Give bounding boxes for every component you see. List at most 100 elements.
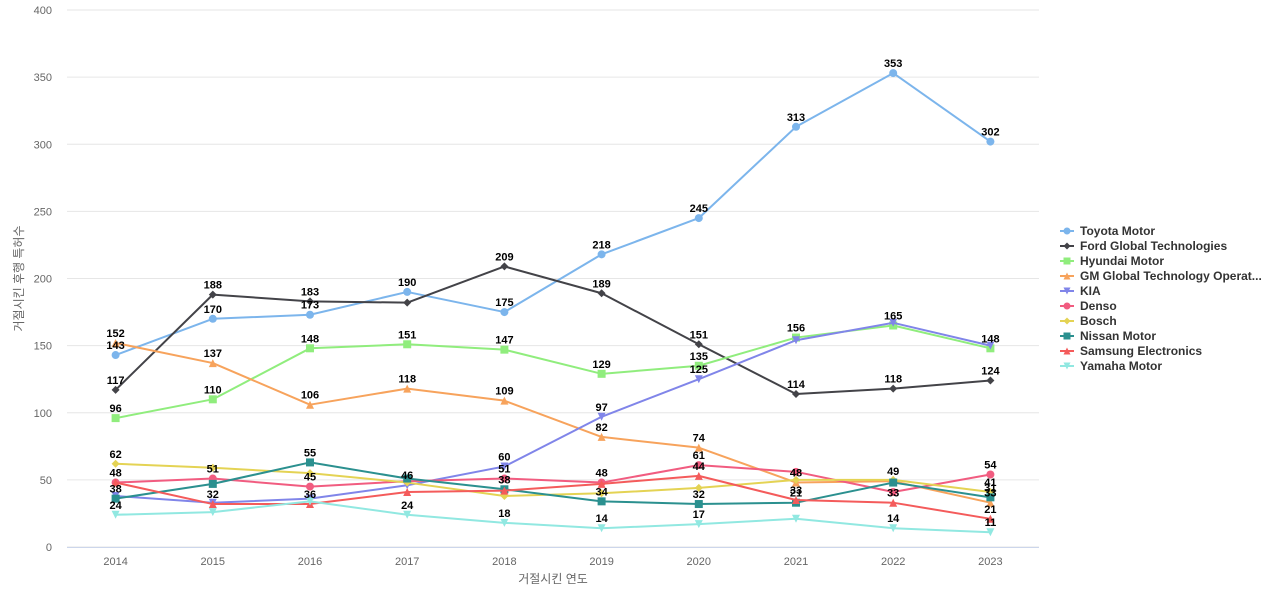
data-point[interactable] [306,482,314,491]
data-point[interactable] [500,308,509,317]
data-point[interactable] [694,443,703,452]
data-point[interactable] [500,462,509,471]
data-point[interactable] [403,474,412,483]
data-point[interactable] [986,137,995,146]
data-point[interactable] [208,395,217,404]
data-point[interactable] [694,471,703,480]
data-point[interactable] [889,498,898,507]
data-point[interactable] [597,432,606,441]
data-point[interactable] [403,340,412,349]
data-point[interactable] [597,489,606,498]
legend-marker[interactable] [1063,227,1071,235]
data-point[interactable] [208,463,217,472]
legend-marker[interactable] [1063,317,1071,325]
data-point[interactable] [792,336,800,345]
data-point[interactable] [792,389,800,398]
data-point[interactable] [694,214,703,223]
data-point[interactable] [306,297,314,306]
data-point[interactable] [403,287,412,296]
data-point[interactable] [111,338,120,347]
legend-marker[interactable] [1063,242,1071,250]
legend-item[interactable]: Ford Global Technologies [1060,239,1227,253]
data-point[interactable] [597,412,606,421]
data-point[interactable] [208,508,217,517]
legend-item[interactable]: GM Global Technology Operat... [1060,269,1262,283]
legend-marker[interactable] [1063,272,1071,280]
data-point[interactable] [986,470,995,479]
data-point[interactable] [500,474,509,483]
data-point[interactable] [111,351,120,360]
data-point[interactable] [111,459,120,468]
legend-item[interactable]: KIA [1060,284,1101,298]
data-point[interactable] [306,497,314,506]
data-point[interactable] [208,359,217,368]
legend-marker[interactable] [1063,332,1071,340]
data-point[interactable] [694,361,703,370]
data-point[interactable] [403,298,412,307]
data-point[interactable] [889,524,898,533]
data-point[interactable] [500,345,509,354]
legend-item[interactable]: Nissan Motor [1060,329,1156,343]
data-point[interactable] [403,384,412,393]
data-point[interactable] [597,289,606,298]
data-point[interactable] [597,369,606,378]
data-point[interactable] [597,479,606,488]
data-point[interactable] [889,487,898,496]
data-point[interactable] [111,510,120,519]
data-point[interactable] [208,314,217,323]
data-point[interactable] [694,375,703,384]
legend-item[interactable]: Samsung Electronics [1060,344,1202,358]
data-point[interactable] [986,498,995,507]
data-point[interactable] [500,396,509,405]
legend-marker[interactable] [1063,302,1071,310]
data-point[interactable] [986,514,995,523]
data-point[interactable] [597,250,606,259]
data-point[interactable] [792,496,800,505]
legend-item[interactable]: Toyota Motor [1060,224,1155,238]
data-point[interactable] [986,493,995,502]
data-point[interactable] [403,510,412,519]
data-point[interactable] [792,475,800,484]
data-point[interactable] [111,385,120,394]
data-point[interactable] [792,122,800,131]
data-point[interactable] [208,500,217,509]
data-point[interactable] [111,478,120,487]
data-point[interactable] [986,528,995,537]
data-point[interactable] [986,376,995,385]
legend-item[interactable]: Yamaha Motor [1060,359,1162,373]
data-point[interactable] [792,467,800,476]
data-point[interactable] [597,524,606,533]
data-point[interactable] [986,341,995,350]
data-point[interactable] [111,494,120,503]
data-point[interactable] [597,497,606,506]
legend-item[interactable]: Hyundai Motor [1060,254,1164,268]
data-point[interactable] [403,487,412,496]
data-point[interactable] [500,486,509,495]
legend-item[interactable]: Bosch [1060,314,1117,328]
data-point[interactable] [889,69,898,78]
data-point[interactable] [889,478,898,487]
data-point[interactable] [792,514,800,523]
data-point[interactable] [694,520,703,529]
data-point[interactable] [208,290,217,299]
legend-marker[interactable] [1063,362,1071,370]
data-point[interactable] [306,344,314,353]
data-point[interactable] [111,414,120,423]
legend-item[interactable]: Denso [1060,299,1117,313]
data-point[interactable] [889,384,898,393]
data-point[interactable] [694,500,703,509]
data-point[interactable] [500,518,509,527]
data-point[interactable] [306,458,314,467]
data-point[interactable] [208,479,217,488]
data-point[interactable] [500,262,509,271]
data-point[interactable] [694,340,703,349]
data-point[interactable] [694,461,703,470]
legend-marker[interactable] [1063,347,1071,355]
legend-marker[interactable] [1063,257,1071,265]
legend-marker[interactable] [1063,287,1071,295]
data-point[interactable] [306,469,314,478]
data-point[interactable] [694,483,703,492]
data-point[interactable] [306,310,314,319]
data-point[interactable] [306,400,314,409]
